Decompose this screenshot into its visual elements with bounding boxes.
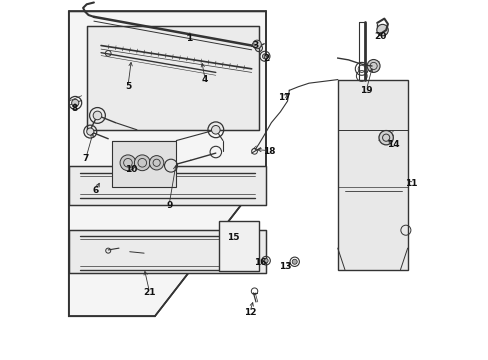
Text: 6: 6 (92, 186, 99, 195)
Circle shape (376, 24, 387, 36)
Text: 10: 10 (125, 165, 138, 174)
Text: 18: 18 (263, 147, 275, 156)
Text: 9: 9 (165, 201, 172, 210)
Text: 20: 20 (374, 32, 386, 41)
Text: 2: 2 (263, 54, 268, 63)
Text: 21: 21 (143, 288, 155, 297)
Text: 17: 17 (277, 93, 290, 102)
Circle shape (93, 111, 102, 120)
Polygon shape (86, 26, 258, 130)
Bar (112, 140, 176, 187)
Text: 4: 4 (202, 75, 208, 84)
Circle shape (378, 131, 392, 145)
Circle shape (149, 156, 163, 170)
Circle shape (86, 128, 94, 135)
Circle shape (72, 99, 79, 107)
Text: 5: 5 (124, 82, 131, 91)
Text: 11: 11 (404, 179, 417, 188)
Text: 16: 16 (254, 258, 266, 267)
Text: 13: 13 (279, 262, 291, 271)
Polygon shape (69, 230, 265, 273)
Bar (337, 80, 407, 270)
Circle shape (211, 126, 220, 134)
Circle shape (292, 259, 297, 264)
Text: 15: 15 (227, 233, 240, 242)
Circle shape (120, 155, 136, 171)
Text: 14: 14 (386, 140, 399, 149)
Polygon shape (69, 166, 265, 205)
Text: 19: 19 (359, 86, 372, 95)
Polygon shape (69, 12, 265, 316)
Circle shape (366, 59, 379, 72)
Circle shape (252, 40, 261, 49)
Text: 12: 12 (243, 308, 256, 317)
Text: 7: 7 (82, 154, 89, 163)
Text: 3: 3 (252, 41, 258, 50)
Circle shape (264, 258, 267, 263)
Text: 1: 1 (185, 34, 192, 43)
Bar (219, 221, 258, 271)
Text: 8: 8 (71, 104, 77, 113)
Circle shape (262, 54, 267, 59)
Circle shape (134, 155, 150, 171)
